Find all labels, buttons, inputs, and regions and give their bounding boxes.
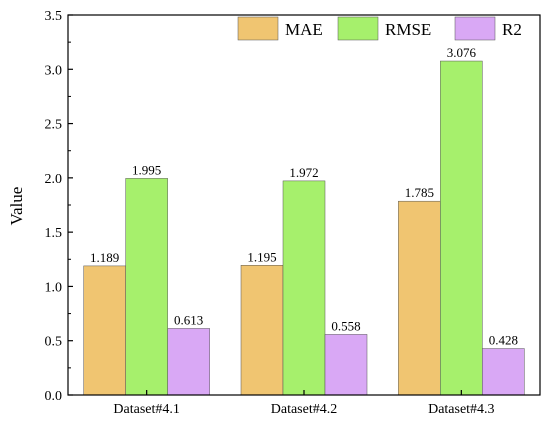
y-tick-label: 0.0	[45, 389, 63, 404]
x-tick-label: Dataset#4.2	[271, 402, 337, 417]
bar-r2-2	[324, 334, 368, 396]
x-tick-label: Dataset#4.1	[113, 402, 179, 417]
data-label-rmse-1: 1.995	[132, 162, 161, 177]
bar-r2-3	[482, 348, 525, 396]
data-label-mae-2: 1.195	[247, 249, 276, 264]
data-label-r2-1: 0.613	[174, 312, 203, 327]
bar-rmse-1	[125, 178, 168, 396]
y-tick-label: 3.0	[45, 63, 63, 78]
data-labels-layer: 1.189 1.995 0.613 1.195 1.972 0.558 1.785 3.076…	[90, 45, 518, 347]
data-label-r2-3: 0.428	[489, 333, 518, 348]
bars-layer	[83, 60, 525, 396]
data-label-mae-3: 1.785	[405, 185, 434, 200]
bar-mae-3	[398, 200, 441, 396]
bar-rmse-2	[282, 180, 326, 396]
y-tick-label: 1.0	[45, 280, 63, 295]
legend-label-rmse: RMSE	[385, 20, 431, 39]
axes-layer: 0.0 0.5 1.0 1.5 2.0 2.5 3.0 3.5 Dataset#4.1 Datas…	[45, 9, 541, 417]
y-tick-label: 2.0	[45, 172, 63, 187]
bar-r2-1	[167, 328, 210, 396]
bar-mae-2	[240, 265, 284, 396]
y-tick-label: 3.5	[45, 9, 63, 24]
legend-label-r2: R2	[502, 20, 522, 39]
data-label-rmse-2: 1.972	[289, 165, 318, 180]
y-tick-label: 0.5	[45, 335, 63, 350]
legend: MAE RMSE R2	[237, 16, 522, 41]
legend-swatch-r2	[454, 16, 496, 41]
bar-rmse-3	[440, 60, 483, 396]
data-label-rmse-3: 3.076	[447, 45, 477, 60]
y-tick-label: 1.5	[45, 226, 63, 241]
legend-swatch-rmse	[337, 16, 379, 41]
data-label-mae-1: 1.189	[90, 250, 119, 265]
y-axis-title: Value	[7, 187, 26, 226]
legend-swatch-mae	[237, 16, 279, 41]
y-tick-label: 2.5	[45, 118, 63, 133]
data-label-r2-2: 0.558	[331, 318, 360, 333]
bar-mae-1	[83, 265, 126, 396]
legend-label-mae: MAE	[285, 20, 323, 39]
x-tick-label: Dataset#4.3	[428, 402, 494, 417]
